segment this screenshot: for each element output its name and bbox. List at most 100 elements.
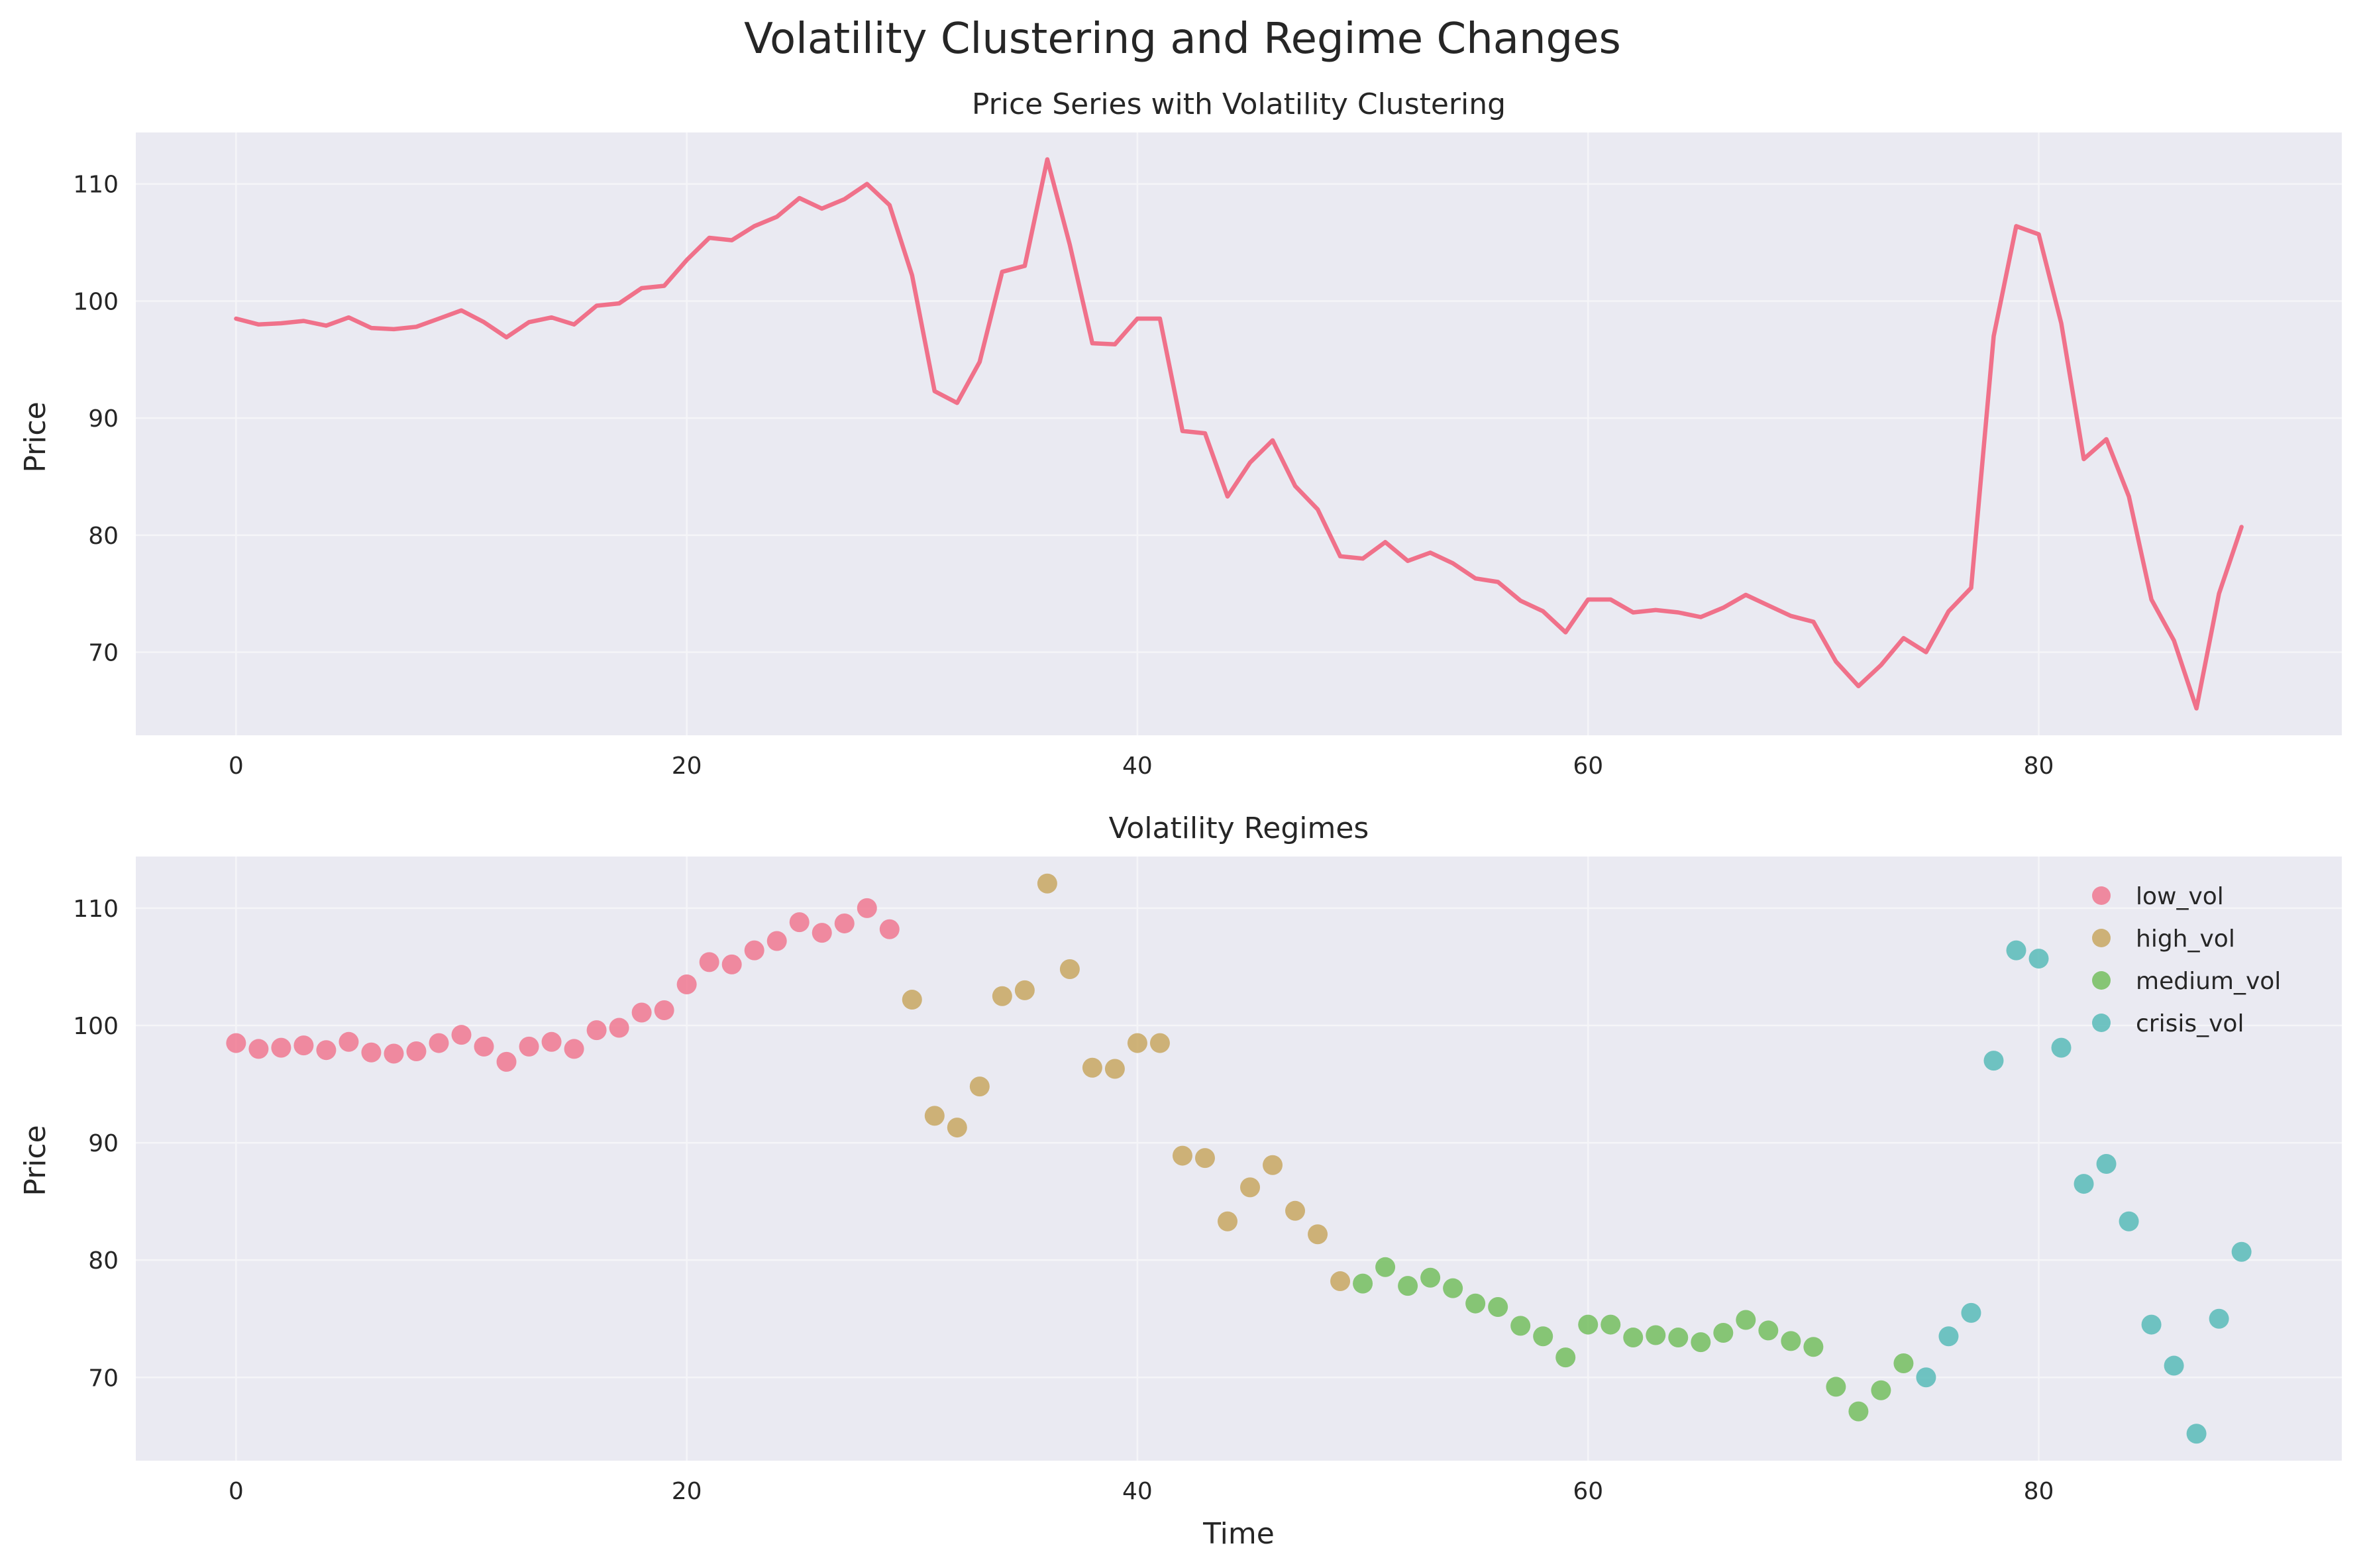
crisis_vol-legend-label: crisis_vol bbox=[2136, 1010, 2244, 1037]
low_vol-point bbox=[586, 1020, 607, 1041]
regime-scatter-plot-area bbox=[136, 857, 2342, 1461]
medium_vol-point bbox=[1848, 1401, 1869, 1422]
high_vol-point bbox=[1330, 1271, 1351, 1292]
crisis_vol-point bbox=[2051, 1037, 2072, 1058]
low_vol-point bbox=[541, 1031, 562, 1052]
figure-suptitle: Volatility Clustering and Regime Changes bbox=[744, 15, 1621, 64]
low_vol-point bbox=[631, 1002, 652, 1023]
regime-scatter-legend: low_vol high_vol medium_vol crisis_vol bbox=[2092, 883, 2281, 1037]
crisis_vol-point bbox=[2006, 940, 2026, 961]
regime-scatter-ylabel: Price bbox=[19, 1125, 52, 1196]
price-line-x-tick-label: 20 bbox=[672, 753, 702, 780]
crisis_vol-legend-marker bbox=[2092, 1014, 2111, 1032]
regime-scatter-x-tick-label: 20 bbox=[672, 1478, 702, 1505]
medium_vol-point bbox=[1398, 1276, 1418, 1296]
low_vol-point bbox=[879, 919, 900, 939]
high_vol-point bbox=[1240, 1177, 1261, 1198]
medium_vol-point bbox=[1893, 1353, 1914, 1374]
low_vol-point bbox=[812, 923, 832, 943]
regime-scatter-xlabel: Time bbox=[1202, 1517, 1275, 1551]
medium_vol-point bbox=[1488, 1297, 1508, 1318]
regime-scatter-x-tick-label: 60 bbox=[1573, 1478, 1603, 1505]
low_vol-legend-label: low_vol bbox=[2136, 883, 2224, 910]
crisis_vol-point bbox=[2119, 1211, 2139, 1231]
regime-scatter-x-tick-label: 0 bbox=[229, 1478, 244, 1505]
crisis_vol-point bbox=[2209, 1308, 2229, 1329]
crisis_vol-point bbox=[2028, 949, 2049, 969]
medium_vol-legend-label: medium_vol bbox=[2136, 968, 2281, 995]
high_vol-point bbox=[1037, 873, 1057, 894]
low_vol-point bbox=[496, 1051, 517, 1072]
low_vol-point bbox=[519, 1036, 539, 1057]
regime-scatter-y-tick-label: 100 bbox=[73, 1013, 119, 1040]
low_vol-point bbox=[316, 1040, 337, 1061]
high_vol-point bbox=[992, 986, 1012, 1006]
crisis_vol-point bbox=[2164, 1355, 2184, 1376]
price-line-background bbox=[136, 132, 2342, 735]
price-line-y-tick-label: 80 bbox=[88, 523, 119, 550]
regime-scatter-x-tick-label: 40 bbox=[1122, 1478, 1153, 1505]
medium_vol-point bbox=[1646, 1325, 1666, 1345]
low_vol-point bbox=[857, 898, 877, 918]
low_vol-legend-marker bbox=[2092, 886, 2111, 905]
high_vol-point bbox=[1194, 1148, 1215, 1169]
high_vol-point bbox=[1104, 1059, 1125, 1079]
crisis_vol-point bbox=[1961, 1302, 1981, 1323]
regime-scatter-y-tick-label: 80 bbox=[88, 1247, 119, 1275]
high_vol-point bbox=[1308, 1224, 1328, 1245]
crisis_vol-point bbox=[1983, 1051, 2004, 1071]
low_vol-point bbox=[834, 913, 855, 933]
high_vol-point bbox=[1285, 1200, 1306, 1221]
medium_vol-point bbox=[1578, 1314, 1599, 1335]
medium_vol-point bbox=[1465, 1293, 1486, 1314]
medium_vol-point bbox=[1420, 1267, 1441, 1288]
low_vol-point bbox=[361, 1042, 382, 1063]
medium_vol-point bbox=[1510, 1316, 1531, 1336]
medium_vol-point bbox=[1736, 1310, 1756, 1330]
medium_vol-point bbox=[1375, 1257, 1396, 1277]
high_vol-legend-marker bbox=[2092, 929, 2111, 947]
medium_vol-point bbox=[1691, 1332, 1711, 1353]
low_vol-point bbox=[564, 1039, 584, 1059]
regime-scatter-title: Volatility Regimes bbox=[1109, 811, 1369, 845]
medium_vol-point bbox=[1713, 1322, 1734, 1343]
low_vol-point bbox=[406, 1041, 427, 1061]
high_vol-point bbox=[1014, 980, 1035, 1000]
high_vol-point bbox=[1059, 959, 1080, 980]
medium_vol-point bbox=[1871, 1380, 1891, 1400]
crisis_vol-point bbox=[2186, 1424, 2207, 1444]
price-line-x-tick-label: 60 bbox=[1573, 753, 1603, 780]
high_vol-point bbox=[1082, 1057, 1102, 1078]
low_vol-point bbox=[744, 940, 764, 961]
regime-scatter-axes: Volatility Regimes Price Time 0 20 40 60 80 7… bbox=[19, 811, 2342, 1551]
crisis_vol-point bbox=[2074, 1174, 2094, 1194]
price-line-y-tick-label: 90 bbox=[88, 405, 119, 433]
price-line-axes: Price Series with Volatility Clustering … bbox=[19, 87, 2342, 780]
low_vol-point bbox=[699, 952, 719, 972]
medium_vol-point bbox=[1803, 1337, 1824, 1357]
price-line-y-tick-label: 100 bbox=[73, 288, 119, 315]
medium_vol-point bbox=[1623, 1328, 1644, 1348]
low_vol-point bbox=[474, 1036, 494, 1057]
crisis_vol-point bbox=[2141, 1314, 2162, 1335]
regime-scatter-x-tick-label: 80 bbox=[2024, 1478, 2054, 1505]
low_vol-point bbox=[271, 1037, 291, 1058]
crisis_vol-point bbox=[1938, 1326, 1959, 1347]
regime-scatter-background bbox=[136, 857, 2342, 1461]
medium_vol-point bbox=[1668, 1328, 1689, 1348]
regime-scatter-y-tick-label: 70 bbox=[88, 1365, 119, 1392]
low_vol-point bbox=[429, 1033, 449, 1053]
low_vol-point bbox=[766, 931, 787, 951]
high_vol-point bbox=[1263, 1155, 1283, 1175]
low_vol-point bbox=[654, 1000, 674, 1020]
medium_vol-point bbox=[1781, 1331, 1801, 1351]
price-line-x-tick-label: 40 bbox=[1122, 753, 1153, 780]
medium_vol-point bbox=[1555, 1347, 1576, 1368]
high_vol-point bbox=[1149, 1033, 1170, 1053]
low_vol-point bbox=[339, 1031, 359, 1052]
price-line-series-line bbox=[234, 157, 2244, 711]
medium_vol-point bbox=[1601, 1314, 1621, 1335]
medium_vol-point bbox=[1353, 1273, 1373, 1294]
price-line-x-tick-label: 80 bbox=[2024, 753, 2054, 780]
